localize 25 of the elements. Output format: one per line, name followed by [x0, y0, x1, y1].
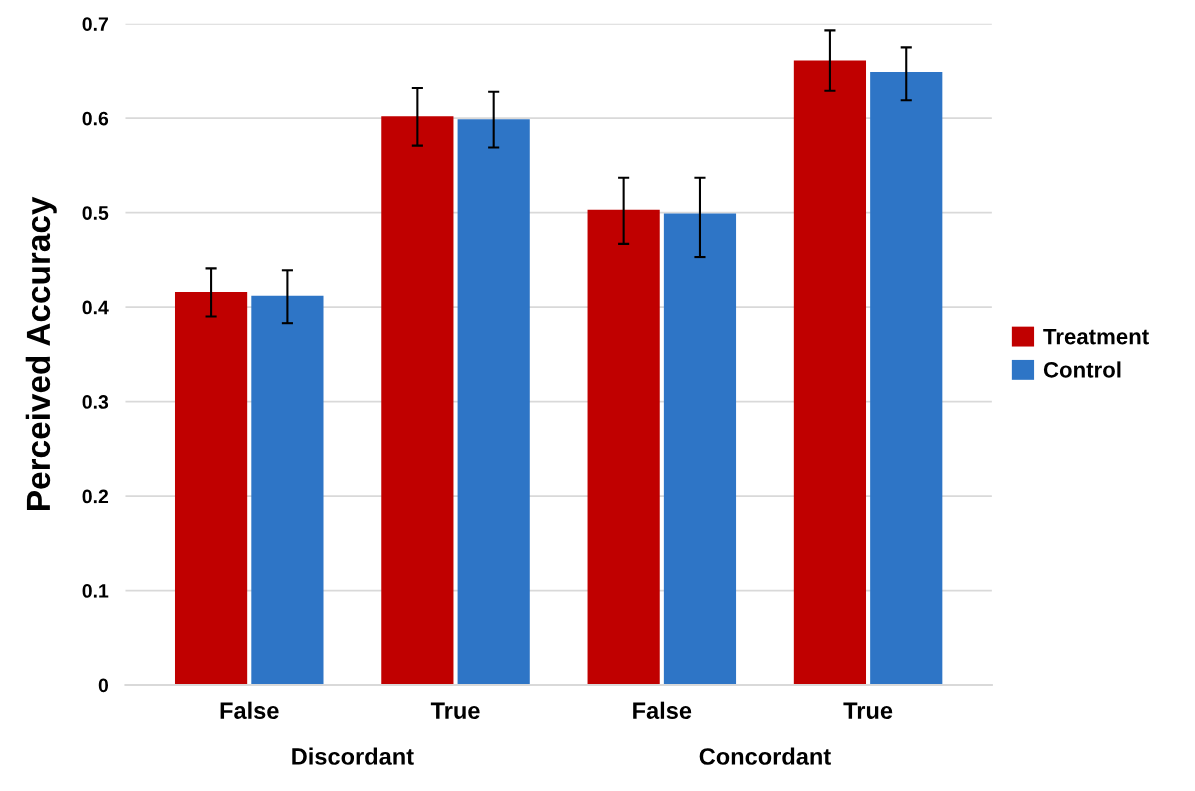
y-axis-title: Perceived Accuracy	[25, 196, 57, 510]
legend-label: Treatment	[1043, 328, 1149, 345]
text: Concordant	[699, 747, 831, 765]
bar	[663, 213, 737, 686]
bar	[457, 119, 530, 686]
y-tick-label: 0.6	[82, 111, 109, 126]
text: Discordant	[292, 747, 414, 765]
bar	[174, 292, 248, 686]
x-tick-label: True	[430, 702, 480, 720]
y-tick-label: 0.7	[82, 17, 108, 31]
y-tick-label: 0.3	[82, 395, 109, 409]
bar	[587, 209, 660, 686]
y-tick-label: 0.4	[82, 300, 109, 315]
x-tick-label: False	[220, 701, 279, 720]
legend-label: Control	[1043, 361, 1121, 378]
y-tick-label: 0.2	[82, 489, 109, 504]
bar	[251, 295, 324, 686]
bar	[793, 60, 867, 686]
x-tick-label: True	[843, 702, 893, 720]
x-tick-label: False	[633, 701, 692, 720]
y-tick-label: 0	[98, 678, 109, 693]
bar	[381, 116, 454, 686]
y-tick-label: 0.5	[82, 206, 109, 220]
y-tick-label: 0.1	[82, 584, 109, 598]
bar	[870, 71, 943, 686]
